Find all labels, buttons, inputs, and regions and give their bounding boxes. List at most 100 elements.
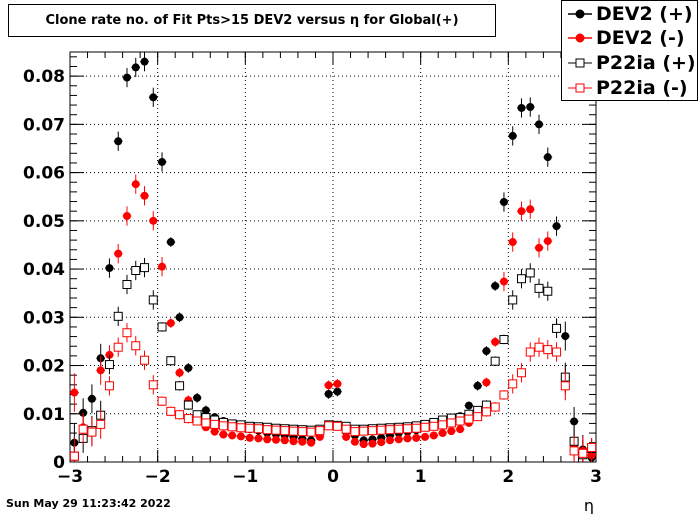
data-point-square bbox=[175, 410, 185, 420]
data-point-circle bbox=[122, 212, 131, 220]
data-point-circle bbox=[526, 205, 535, 214]
data-point-square bbox=[69, 451, 79, 461]
data-point-square bbox=[140, 263, 150, 273]
legend-item-dev2-minus: DEV2 (-) bbox=[562, 26, 699, 50]
data-point-square bbox=[166, 356, 176, 366]
legend-item-p22ia-plus: P22ia (+) bbox=[562, 51, 699, 75]
open-square-marker-icon bbox=[568, 83, 592, 93]
data-point-square bbox=[96, 419, 106, 429]
data-point-circle bbox=[245, 433, 254, 442]
data-point-square bbox=[113, 342, 123, 352]
data-point-circle bbox=[447, 427, 456, 436]
data-point-circle bbox=[464, 401, 473, 410]
data-point-square bbox=[490, 356, 500, 366]
data-point-square bbox=[201, 418, 211, 428]
x-tick-label: −1 bbox=[232, 467, 258, 487]
axes: −3 −2 −1 0 1 2 3 0 0.01 0.02 0.03 0.04 0.05 0.06 0.07 0… bbox=[23, 52, 602, 487]
data-point-square bbox=[376, 425, 386, 435]
data-point-circle bbox=[289, 437, 298, 446]
data-point-circle bbox=[114, 137, 123, 146]
data-point-circle bbox=[114, 249, 123, 258]
data-point-square bbox=[175, 381, 185, 391]
data-point-square bbox=[306, 427, 316, 437]
data-point-circle bbox=[324, 381, 333, 390]
x-tick-label: −3 bbox=[57, 467, 83, 487]
data-point-square bbox=[183, 400, 193, 410]
x-tick-label: 0 bbox=[327, 467, 339, 487]
y-tick-label: 0.04 bbox=[23, 260, 65, 280]
data-point-circle bbox=[166, 319, 175, 328]
data-point-circle bbox=[535, 120, 544, 129]
data-point-circle bbox=[350, 437, 359, 446]
data-point-square bbox=[332, 421, 342, 431]
data-point-square bbox=[350, 427, 360, 437]
data-point-square bbox=[516, 274, 526, 284]
data-point-square bbox=[499, 334, 509, 344]
data-point-square bbox=[341, 424, 351, 434]
legend-label: DEV2 (-) bbox=[596, 27, 685, 49]
data-point-square bbox=[543, 345, 553, 355]
data-point-circle bbox=[166, 238, 175, 247]
data-point-square bbox=[578, 448, 588, 458]
data-point-square bbox=[324, 421, 334, 431]
legend-item-p22ia-minus: P22ia (-) bbox=[562, 76, 699, 100]
data-point-circle bbox=[236, 432, 245, 441]
data-point-circle bbox=[105, 264, 114, 273]
data-point-square bbox=[525, 347, 535, 357]
data-point-square bbox=[122, 328, 132, 338]
y-tick-label: 0.05 bbox=[23, 212, 65, 232]
data-point-square bbox=[446, 418, 456, 428]
data-point-circle bbox=[219, 430, 228, 439]
data-point-square bbox=[148, 380, 158, 390]
data-point-circle bbox=[333, 387, 342, 396]
legend: DEV2 (+) DEV2 (-) P22ia (+) P22ia (-) bbox=[561, 0, 698, 101]
data-point-circle bbox=[394, 435, 403, 444]
data-point-circle bbox=[543, 153, 552, 162]
data-point-circle bbox=[508, 131, 517, 140]
data-point-circle bbox=[482, 378, 491, 387]
data-point-circle bbox=[385, 436, 394, 445]
data-point-square bbox=[253, 424, 263, 434]
data-point-square bbox=[166, 406, 176, 416]
data-point-circle bbox=[491, 337, 500, 346]
data-point-square bbox=[481, 407, 491, 417]
data-point-circle bbox=[473, 381, 482, 390]
filled-circle-marker-icon bbox=[568, 33, 592, 43]
data-point-circle bbox=[158, 157, 167, 166]
data-point-circle bbox=[149, 216, 158, 225]
data-point-square bbox=[297, 427, 307, 437]
data-point-square bbox=[218, 421, 228, 431]
timestamp: Sun May 29 11:23:42 2022 bbox=[6, 497, 171, 510]
data-point-circle bbox=[570, 417, 579, 426]
data-point-square bbox=[543, 286, 553, 296]
y-tick-label: 0.02 bbox=[23, 357, 65, 377]
data-point-circle bbox=[368, 439, 377, 448]
data-point-circle bbox=[508, 238, 517, 247]
data-point-circle bbox=[403, 434, 412, 443]
data-point-square bbox=[104, 360, 114, 370]
data-point-square bbox=[420, 422, 430, 432]
data-point-square bbox=[508, 295, 518, 305]
data-point-square bbox=[140, 355, 150, 365]
data-point-circle bbox=[193, 393, 202, 402]
data-point-circle bbox=[70, 388, 79, 397]
data-point-square bbox=[385, 425, 395, 435]
data-point-circle bbox=[456, 425, 465, 434]
data-point-circle bbox=[175, 368, 184, 377]
data-points bbox=[69, 52, 597, 462]
data-point-circle bbox=[254, 434, 263, 443]
data-point-circle bbox=[333, 379, 342, 388]
legend-label: DEV2 (+) bbox=[596, 3, 693, 25]
data-point-square bbox=[271, 425, 281, 435]
data-point-square bbox=[148, 295, 158, 305]
data-point-circle bbox=[438, 429, 447, 438]
data-point-square bbox=[183, 414, 193, 424]
legend-label: P22ia (-) bbox=[596, 77, 688, 99]
data-point-square bbox=[490, 402, 500, 412]
data-point-circle bbox=[131, 63, 140, 72]
chart-title-box: Clone rate no. of Fit Pts>15 DEV2 versus… bbox=[8, 4, 496, 37]
data-point-square bbox=[473, 412, 483, 422]
data-point-circle bbox=[122, 73, 131, 82]
data-point-circle bbox=[263, 435, 272, 444]
